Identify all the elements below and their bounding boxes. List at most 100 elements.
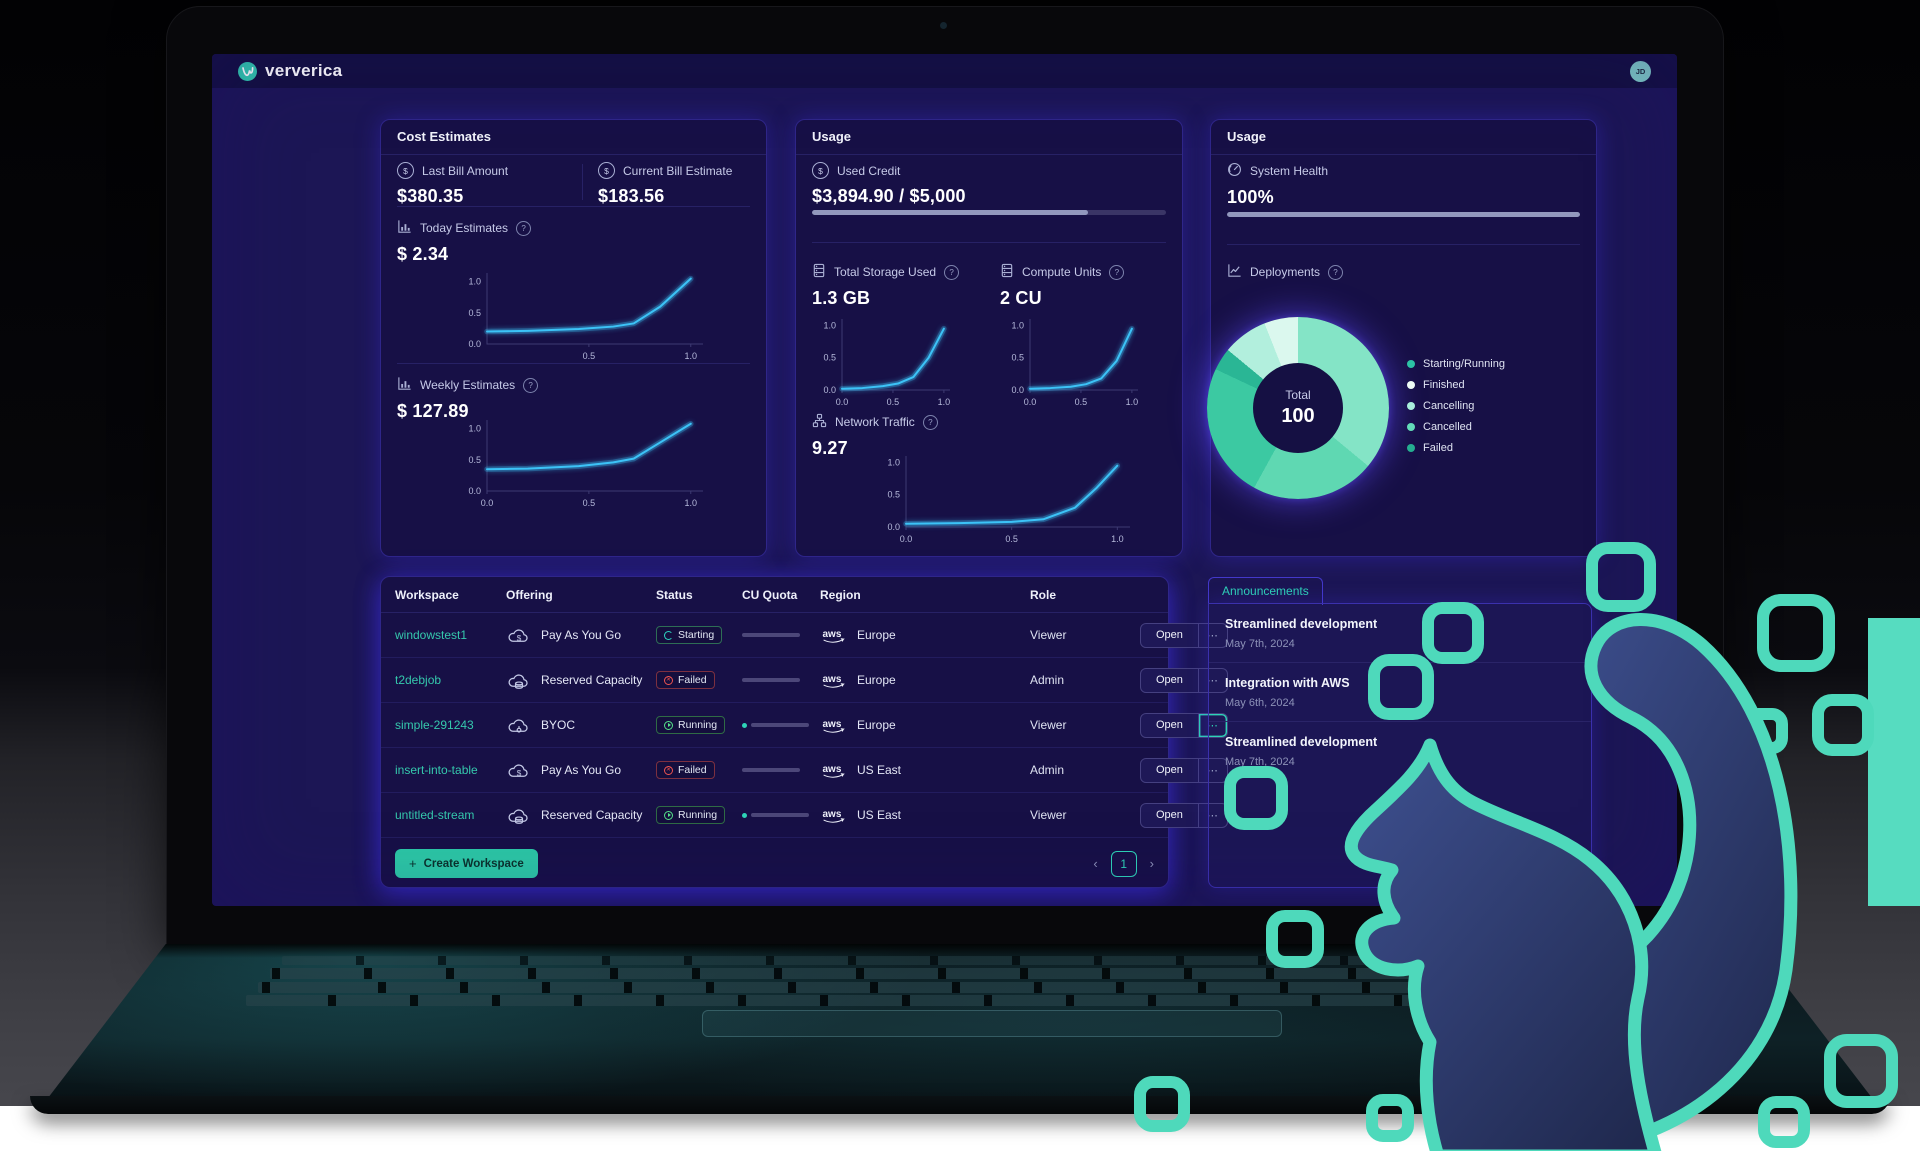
svg-text:0.5: 0.5 xyxy=(583,351,596,361)
network-value: 9.27 xyxy=(812,438,848,458)
svg-text:0.0: 0.0 xyxy=(468,339,481,349)
announcement-title: Integration with AWS xyxy=(1225,676,1350,690)
svg-text:0.0: 0.0 xyxy=(836,397,849,407)
current-bill-metric: Current Bill Estimate $183.56 xyxy=(598,162,754,207)
help-icon[interactable] xyxy=(1109,264,1125,280)
announcements-tab[interactable]: Announcements xyxy=(1208,577,1323,605)
offering-cell: Reserved Capacity xyxy=(506,671,656,690)
open-button[interactable]: Open xyxy=(1141,803,1199,827)
deployments-legend: Starting/Running Finished Cancelling Cancel… xyxy=(1407,358,1505,454)
legend-item: Failed xyxy=(1407,442,1505,454)
region-cell: aws Europe xyxy=(820,627,1030,644)
create-workspace-button[interactable]: + Create Workspace xyxy=(395,849,538,878)
squirrel-torso xyxy=(1344,738,1662,1151)
column-header: CU Quota xyxy=(742,587,798,602)
actions-cell: Open ⋯ xyxy=(1140,622,1228,648)
svg-text:aws: aws xyxy=(823,809,842,820)
today-estimates-chart: 1.0 0.5 0.0 0.5 1.0 xyxy=(457,267,711,362)
status-cell: Running xyxy=(656,806,742,824)
workspace-link[interactable]: t2debjob xyxy=(395,673,442,687)
column-header: Offering xyxy=(506,587,553,602)
divider xyxy=(397,206,750,207)
prev-page-icon[interactable]: ‹ xyxy=(1093,856,1098,871)
legend-dot xyxy=(1407,444,1415,452)
help-icon[interactable] xyxy=(1328,264,1344,280)
divider xyxy=(582,164,583,200)
last-bill-metric: Last Bill Amount $380.35 xyxy=(397,162,577,207)
brand-name: ververica xyxy=(265,61,343,80)
legend-item: Cancelled xyxy=(1407,421,1505,433)
region-cell: aws Europe xyxy=(820,672,1030,689)
open-button[interactable]: Open xyxy=(1141,758,1199,782)
used-credit-progress xyxy=(812,210,1166,215)
announcement-title: Streamlined development xyxy=(1225,735,1378,749)
open-button[interactable]: Open xyxy=(1141,623,1199,647)
deployments-label-row: Deployments xyxy=(1227,263,1344,281)
cu-quota-cell xyxy=(742,812,820,818)
help-icon[interactable] xyxy=(944,264,960,280)
row-menu-button[interactable]: ⋯ xyxy=(1199,669,1227,692)
avatar[interactable]: JD xyxy=(1630,60,1651,82)
svg-text:0.0: 0.0 xyxy=(1011,385,1024,395)
legend-dot xyxy=(1407,402,1415,410)
quota-dot xyxy=(742,812,747,818)
actions-cell: Open ⋯ xyxy=(1140,667,1228,693)
row-menu-button[interactable]: ⋯ xyxy=(1199,759,1227,782)
open-button-group: Open ⋯ xyxy=(1140,667,1228,693)
open-button[interactable]: Open xyxy=(1141,668,1199,692)
workspace-link[interactable]: windowstest1 xyxy=(395,628,468,642)
cost-estimates-card: Cost Estimates Last Bill Amount $380.35 … xyxy=(380,119,767,557)
row-menu-button[interactable]: ⋯ xyxy=(1199,804,1227,827)
keyboard-row xyxy=(246,995,1698,1006)
system-health-value: 100% xyxy=(1227,187,1274,207)
svg-text:1.0: 1.0 xyxy=(468,277,481,287)
cu-quota-cell xyxy=(742,722,820,728)
network-icon xyxy=(812,413,827,431)
svg-text:0.5: 0.5 xyxy=(468,308,481,318)
table-row: t2debjob Reserved CapacityFailed awsEurope… xyxy=(381,658,1228,703)
row-menu-button[interactable]: ⋯ xyxy=(1199,624,1227,647)
cloud-dollar-icon: $ xyxy=(508,628,528,642)
weekly-estimates-metric: Weekly Estimates $ 127.89 xyxy=(397,376,539,422)
divider xyxy=(812,242,1166,243)
dollar-circle-icon xyxy=(397,162,414,179)
quota-bar xyxy=(742,768,800,772)
aws-icon: aws xyxy=(823,674,845,688)
column-header: Role xyxy=(1030,587,1057,602)
announcement-item[interactable]: Streamlined development May 7th, 2024 xyxy=(1209,604,1591,662)
aws-icon: aws xyxy=(823,719,845,733)
announcement-item[interactable]: Streamlined development May 7th, 2024 xyxy=(1209,721,1591,780)
workspace-table-header: Workspace Offering Status CU Quota Region Rol… xyxy=(381,577,1168,613)
open-button[interactable]: Open xyxy=(1141,713,1199,737)
svg-text:0.5: 0.5 xyxy=(468,455,481,465)
starting-icon xyxy=(664,630,673,640)
workspace-link[interactable]: insert-into-table xyxy=(395,763,478,777)
role-cell: Admin xyxy=(1030,673,1065,687)
svg-text:aws: aws xyxy=(823,629,842,640)
svg-text:1.0: 1.0 xyxy=(823,320,836,330)
ververica-logo-icon xyxy=(238,61,257,81)
role-cell: Viewer xyxy=(1030,718,1067,732)
card-title: Usage xyxy=(1211,120,1596,155)
svg-text:0.5: 0.5 xyxy=(583,498,596,508)
storage-value: 1.3 GB xyxy=(812,288,871,308)
status-badge: Failed xyxy=(656,761,715,779)
region-cell: aws US East xyxy=(820,762,1030,779)
next-page-icon[interactable]: › xyxy=(1149,856,1154,871)
webcam-dot xyxy=(940,22,947,29)
today-estimates-metric: Today Estimates $ 2.34 xyxy=(397,219,532,265)
page-number[interactable]: 1 xyxy=(1110,850,1137,877)
workspace-link[interactable]: untitled-stream xyxy=(395,808,475,822)
bar-chart-icon xyxy=(397,376,412,394)
help-icon[interactable] xyxy=(516,220,532,236)
workspace-link[interactable]: simple-291243 xyxy=(395,718,474,732)
running-icon xyxy=(664,720,673,730)
help-icon[interactable] xyxy=(922,414,938,430)
system-health-progress xyxy=(1227,212,1580,217)
dollar-circle-icon xyxy=(598,162,615,179)
network-chart: 1.0 0.5 0.0 0.0 0.5 1.0 xyxy=(876,450,1138,545)
help-icon[interactable] xyxy=(523,377,539,393)
decor-teal-bar xyxy=(1868,618,1920,906)
svg-text:0.0: 0.0 xyxy=(887,522,900,532)
row-menu-button[interactable]: ⋯ xyxy=(1199,714,1227,737)
